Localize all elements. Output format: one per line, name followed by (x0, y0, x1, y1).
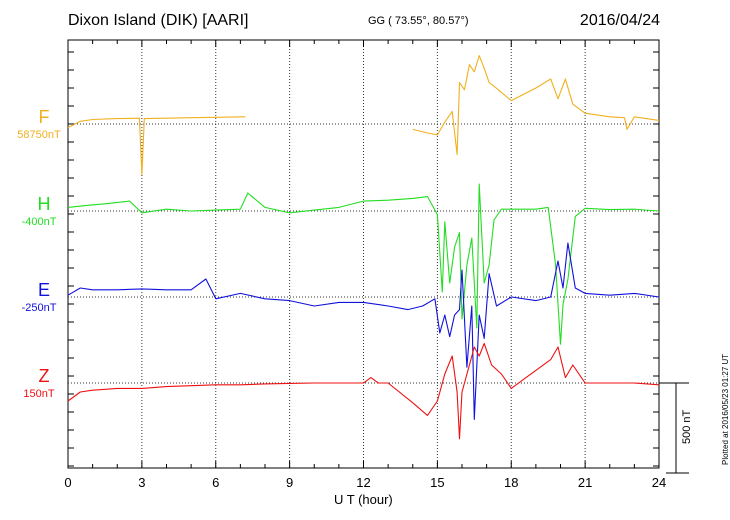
x-tick-label: 6 (212, 475, 219, 490)
x-tick-label: 15 (430, 475, 444, 490)
component-baseline-f: 58750nT (17, 129, 61, 141)
x-tick-label: 21 (578, 475, 592, 490)
series-line-f (67, 55, 660, 175)
series-line-e (67, 242, 660, 420)
geographic-coordinates: GG ( 73.55°, 80.57°) (368, 15, 469, 27)
component-label-z: Z (38, 366, 50, 386)
grid-lines (68, 40, 659, 468)
scale-bar-label: 500 nT (681, 409, 693, 444)
series-line-z (67, 342, 660, 440)
scale-bar (659, 382, 689, 474)
plot-date: 2016/04/24 (579, 12, 660, 29)
component-baseline-z: 150nT (23, 388, 55, 400)
x-tick-label: 0 (64, 475, 71, 490)
component-baseline-h: -400nT (21, 216, 57, 228)
component-label-f: F (38, 107, 50, 127)
component-label-e: E (37, 280, 50, 300)
x-axis-title: U T (hour) (334, 492, 393, 507)
x-tick-label: 18 (504, 475, 518, 490)
plotted-timestamp: Plotted at 2016/05/23 01:27 UT (721, 353, 730, 465)
x-tick-label: 3 (138, 475, 145, 490)
x-tick-label: 9 (286, 475, 293, 490)
axis-ticks (67, 40, 660, 468)
series-line-h (67, 183, 660, 345)
series-lines (67, 55, 660, 440)
x-tick-label: 12 (356, 475, 370, 490)
component-label-h: H (37, 194, 51, 214)
x-tick-label: 24 (652, 475, 666, 490)
component-baseline-e: -250nT (21, 302, 57, 314)
x-tick-labels: 0 3 6 9 12 15 18 21 24 (64, 475, 666, 490)
station-title: Dixon Island (DIK) [AARI] (68, 12, 249, 29)
